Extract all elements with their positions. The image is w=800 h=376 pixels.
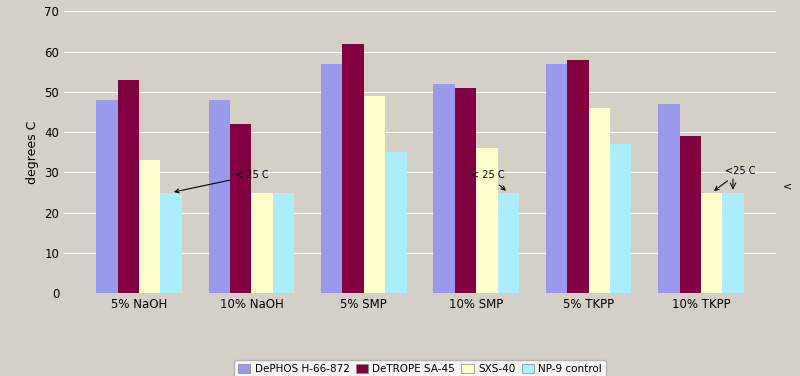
Bar [701, 193, 722, 293]
Y-axis label: degrees C: degrees C [26, 121, 38, 184]
Bar [476, 148, 498, 293]
Legend: DePHOS H-66-872, DeTROPE SA-45, SXS-40, NP-9 control: DePHOS H-66-872, DeTROPE SA-45, SXS-40, … [234, 360, 606, 376]
Bar [342, 44, 364, 293]
Bar [589, 108, 610, 293]
Bar [139, 160, 161, 293]
Bar [679, 136, 701, 293]
Bar [567, 60, 589, 293]
Bar [434, 84, 455, 293]
Bar [118, 80, 139, 293]
Bar [161, 193, 182, 293]
Bar [273, 193, 294, 293]
Bar [364, 96, 385, 293]
Bar [321, 64, 342, 293]
Bar [209, 100, 230, 293]
Bar [385, 152, 406, 293]
Bar [658, 104, 679, 293]
Text: < 25 C: < 25 C [175, 170, 269, 193]
Bar [546, 64, 567, 293]
Bar [251, 193, 273, 293]
Text: < 25 C: < 25 C [471, 170, 505, 190]
Bar [610, 144, 631, 293]
Bar [96, 100, 118, 293]
Bar [722, 193, 744, 293]
Text: <25 C: <25 C [715, 167, 755, 190]
Text: <: < [783, 181, 792, 191]
Bar [455, 88, 476, 293]
Bar [498, 193, 519, 293]
Bar [230, 124, 251, 293]
